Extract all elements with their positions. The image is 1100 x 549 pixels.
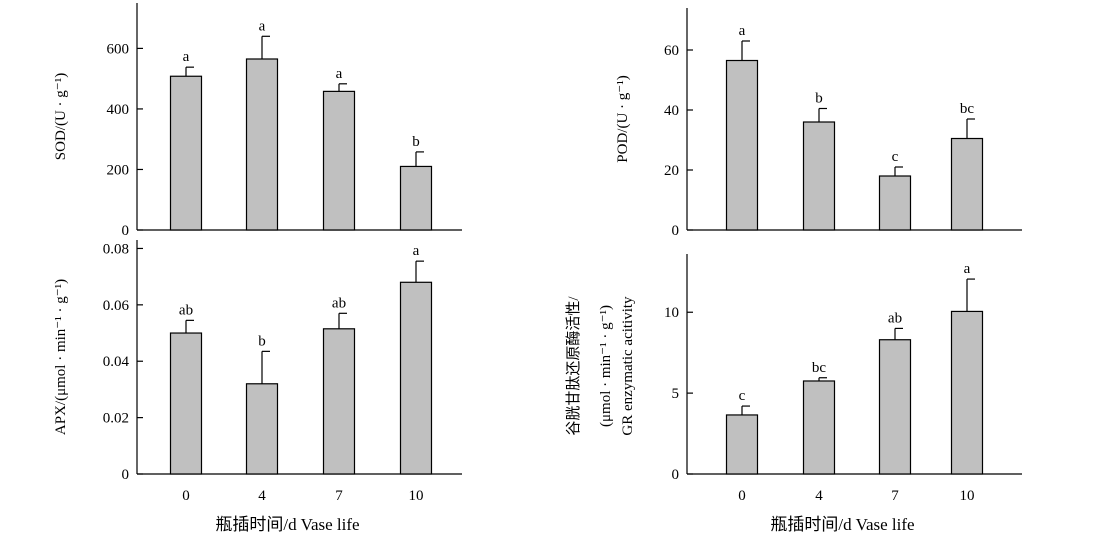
gr-significance-label: ab bbox=[888, 310, 902, 326]
pod-y-tick-label: 0 bbox=[672, 223, 680, 239]
sod-bar bbox=[322, 90, 356, 231]
sod-bar bbox=[399, 165, 433, 231]
sod-significance-label: a bbox=[183, 49, 190, 65]
gr-significance-label: c bbox=[739, 388, 746, 404]
gr-x-tick-label: 10 bbox=[960, 488, 975, 504]
sod-panel: 0 200 400 600 a a a b SOD/(U · g⁻¹) bbox=[53, 3, 462, 239]
apx-x-tick-label: 10 bbox=[409, 488, 424, 504]
gr-bar bbox=[878, 339, 912, 475]
apx-bar bbox=[169, 332, 203, 475]
sod-y-tick-label: 0 bbox=[122, 223, 130, 239]
sod-y-tick-label: 400 bbox=[107, 102, 130, 118]
gr-panel: 0 5 10 c 0 bc 4 ab 7 a 10 瓶插时间/d Vase life 谷胱甘肽还原酶活性… bbox=[565, 254, 1022, 534]
pod-y-axis-title: POD/(U · g⁻¹) bbox=[615, 75, 631, 162]
apx-bar bbox=[322, 328, 356, 475]
gr-x-axis-title: 瓶插时间/d Vase life bbox=[770, 515, 914, 534]
apx-y-tick-label: 0.06 bbox=[103, 298, 130, 314]
pod-significance-label: c bbox=[892, 149, 899, 165]
pod-bar bbox=[950, 137, 984, 231]
sod-y-axis-title: SOD/(U · g⁻¹) bbox=[53, 73, 69, 160]
sod-bar bbox=[245, 58, 279, 231]
gr-significance-label: a bbox=[964, 261, 971, 277]
pod-significance-label: a bbox=[739, 23, 746, 39]
apx-y-tick-label: 0.08 bbox=[103, 241, 129, 257]
apx-significance-label: ab bbox=[332, 295, 346, 311]
gr-x-tick-label: 0 bbox=[738, 488, 746, 504]
sod-significance-label: b bbox=[412, 134, 420, 150]
apx-x-axis-title: 瓶插时间/d Vase life bbox=[215, 515, 359, 534]
gr-bar bbox=[725, 414, 759, 475]
gr-significance-label: bc bbox=[812, 360, 827, 376]
pod-bar bbox=[802, 121, 836, 231]
sod-y-tick-label: 200 bbox=[107, 162, 130, 178]
apx-significance-label: b bbox=[258, 333, 266, 349]
apx-y-tick-label: 0.02 bbox=[103, 411, 129, 427]
apx-significance-label: ab bbox=[179, 302, 193, 318]
sod-significance-label: a bbox=[259, 18, 266, 34]
pod-y-tick-label: 60 bbox=[664, 43, 679, 59]
gr-y-tick-label: 10 bbox=[664, 305, 679, 321]
apx-significance-label: a bbox=[413, 243, 420, 259]
gr-y-axis-title-line: GR enzymatic acitivity bbox=[620, 296, 636, 436]
apx-panel: 0 0.02 0.04 0.06 0.08 ab 0 b 4 ab 7 a 10 瓶插时间/d Vase … bbox=[53, 240, 462, 534]
gr-x-tick-label: 4 bbox=[815, 488, 823, 504]
gr-y-tick-label: 5 bbox=[672, 386, 680, 402]
sod-significance-label: a bbox=[336, 66, 343, 82]
apx-bar bbox=[245, 383, 279, 475]
apx-bar bbox=[399, 281, 433, 475]
gr-y-axis-title-line: (μmol · min⁻¹ · g⁻¹) bbox=[598, 305, 614, 427]
sod-bar bbox=[169, 75, 203, 231]
gr-y-axis-title-line: 谷胱甘肽还原酶活性/ bbox=[565, 296, 582, 436]
sod-y-tick-label: 600 bbox=[107, 41, 130, 57]
apx-y-tick-label: 0 bbox=[122, 467, 130, 483]
gr-bar bbox=[950, 310, 984, 475]
apx-y-axis-title: APX/(μmol · min⁻¹ · g⁻¹) bbox=[53, 279, 69, 435]
pod-significance-label: b bbox=[815, 91, 823, 107]
pod-y-tick-label: 20 bbox=[664, 163, 679, 179]
apx-x-tick-label: 4 bbox=[258, 488, 266, 504]
apx-y-tick-label: 0.04 bbox=[103, 354, 130, 370]
pod-bar bbox=[725, 59, 759, 231]
pod-bar bbox=[878, 175, 912, 231]
pod-y-tick-label: 40 bbox=[664, 103, 679, 119]
apx-x-tick-label: 0 bbox=[182, 488, 190, 504]
pod-significance-label: bc bbox=[960, 101, 975, 117]
gr-y-tick-label: 0 bbox=[672, 467, 680, 483]
gr-bar bbox=[802, 380, 836, 475]
gr-x-tick-label: 7 bbox=[891, 488, 899, 504]
apx-x-tick-label: 7 bbox=[335, 488, 343, 504]
